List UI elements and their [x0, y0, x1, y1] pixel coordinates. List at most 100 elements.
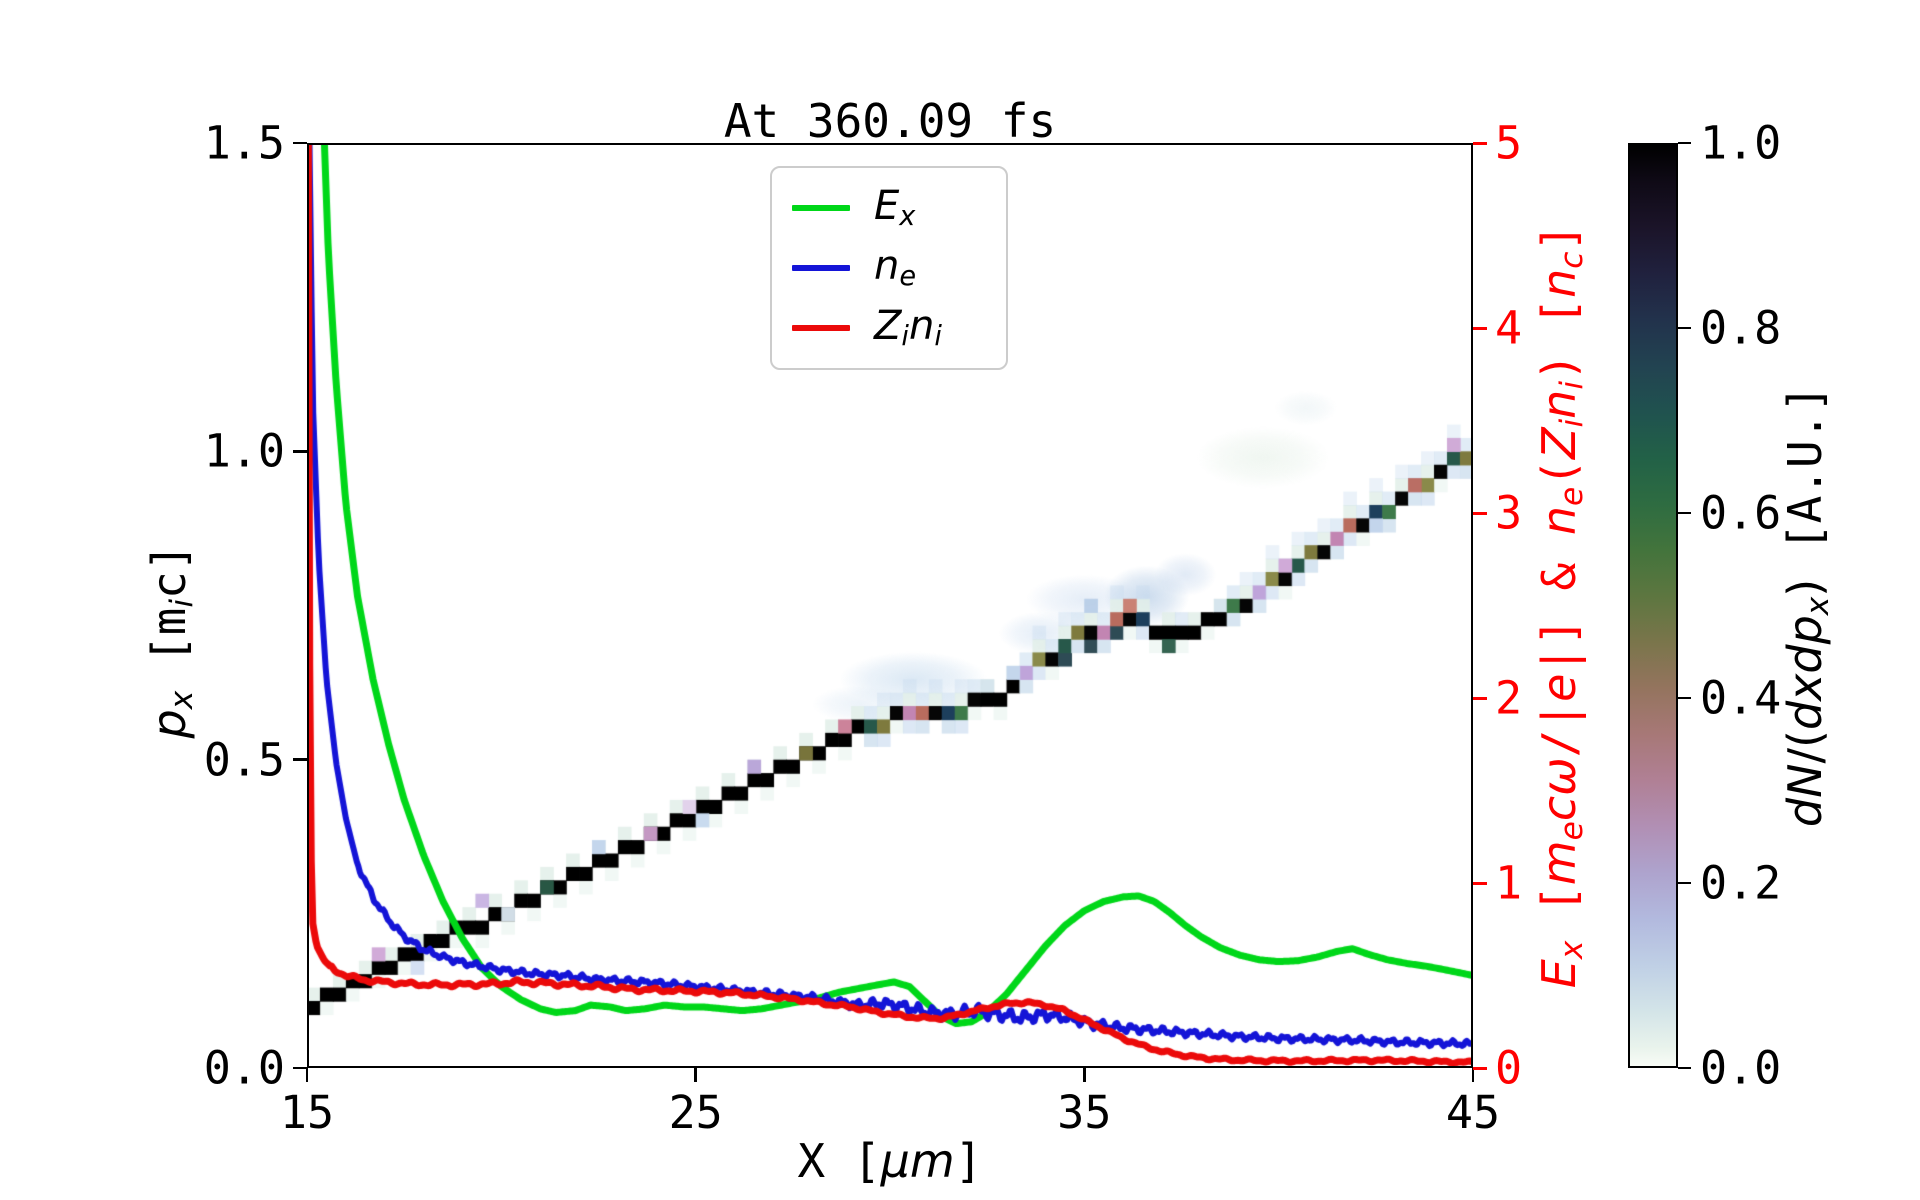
label-part: i: [901, 320, 909, 352]
label-part: ): [1777, 578, 1832, 597]
x-tick-label: 25: [668, 1086, 723, 1139]
x-tick-mark: [694, 1068, 697, 1082]
label-part: i: [163, 598, 200, 608]
right-tick-mark: [1473, 141, 1487, 145]
label-part: p: [1777, 614, 1832, 644]
legend-entry-ne: ne: [792, 246, 986, 290]
right-tick-mark: [1473, 511, 1487, 515]
colorbar-tick-label: 0.4: [1700, 671, 1782, 725]
right-tick-mark: [1473, 1066, 1487, 1070]
x-tick-label: 35: [1057, 1086, 1112, 1139]
label-part: x: [1799, 596, 1836, 615]
label-part: d: [1777, 643, 1832, 674]
label-part: d: [1777, 700, 1832, 730]
label-part: Z: [1531, 427, 1586, 459]
label-part: ]: [141, 543, 196, 571]
label-part: c: [1553, 251, 1590, 269]
left-tick-mark: [293, 1066, 307, 1070]
colorbar-tick-mark: [1678, 696, 1691, 700]
colorbar-tick-label: 0.6: [1700, 486, 1782, 540]
legend-entry-zini: Zini: [792, 306, 986, 350]
label-part: n: [908, 302, 935, 349]
colorbar: [1628, 143, 1678, 1068]
colorbar-tick-mark: [1678, 1066, 1691, 1070]
left-tick-label: 1.5: [203, 116, 285, 170]
label-part: x: [163, 690, 200, 709]
colorbar-tick-label: 1.0: [1700, 116, 1782, 170]
label-part: p: [141, 708, 196, 738]
legend: Ex ne Zini: [770, 166, 1008, 370]
left-tick-mark: [293, 758, 307, 761]
right-tick-label: 2: [1495, 671, 1523, 725]
colorbar-label: dN/(dxdpx) [A.U.]: [1778, 384, 1836, 826]
legend-label: Ex: [874, 186, 915, 230]
left-tick-mark: [293, 141, 307, 145]
legend-entry-ex: Ex: [792, 186, 986, 230]
label-part: e: [1553, 486, 1590, 506]
label-part: c: [141, 570, 196, 599]
label-part: ): [1531, 352, 1586, 381]
label-part: d: [1777, 797, 1832, 827]
label-part: ω: [1531, 756, 1586, 796]
colorbar-tick-label: 0.2: [1700, 856, 1782, 910]
label-part: [: [1531, 297, 1586, 353]
label-part: ]: [1531, 223, 1586, 252]
label-part: [: [852, 1134, 881, 1188]
x-tick-label: 15: [279, 1086, 335, 1139]
label-part: |]: [1531, 617, 1586, 674]
plot-title: At 360.09 fs: [723, 94, 1057, 148]
label-part: [: [141, 634, 196, 691]
label-part: /|: [1531, 701, 1586, 757]
colorbar-tick-mark: [1678, 141, 1691, 145]
label-part: c: [1531, 795, 1586, 821]
right-axis-label: Ex [mecω/|e|] & ne(Zini) [nc]: [1532, 223, 1590, 987]
legend-line-swatch: [792, 264, 850, 271]
colorbar-tick-label: 0.0: [1700, 1041, 1782, 1095]
colorbar-tick-mark: [1678, 511, 1691, 515]
label-part: i: [934, 320, 942, 352]
label-part: Z: [874, 302, 902, 349]
x-tick-label: 45: [1445, 1086, 1501, 1139]
legend-line-swatch: [792, 324, 850, 331]
label-part: /(: [1777, 729, 1832, 764]
label-part: μ: [880, 1134, 910, 1188]
colorbar-tick-mark: [1678, 326, 1691, 330]
right-tick-label: 1: [1495, 856, 1523, 910]
label-part: x: [1553, 940, 1590, 959]
x-tick-mark: [1471, 1068, 1475, 1082]
x-tick-mark: [1083, 1068, 1086, 1082]
legend-label: ne: [874, 246, 916, 290]
x-tick-mark: [305, 1068, 309, 1082]
colorbar-tick-label: 0.8: [1700, 301, 1782, 355]
label-part: &: [1531, 534, 1586, 618]
label-part: X: [797, 1134, 853, 1188]
left-axis-label: px [mic]: [142, 543, 200, 738]
label-part: [A.U.]: [1777, 384, 1832, 579]
label-part: m: [141, 607, 196, 635]
label-part: n: [1531, 389, 1586, 419]
label-part: i: [1553, 418, 1590, 427]
right-tick-label: 3: [1495, 486, 1523, 540]
label-part: x: [899, 200, 916, 232]
label-part: [: [1531, 884, 1586, 941]
label-part: n: [874, 242, 900, 289]
left-tick-label: 0.5: [203, 733, 285, 787]
label-part: (: [1531, 458, 1586, 487]
legend-line-swatch: [792, 204, 850, 211]
label-part: x: [1777, 673, 1832, 701]
right-tick-label: 4: [1495, 301, 1523, 355]
label-part: N: [1777, 763, 1832, 798]
right-tick-mark: [1473, 881, 1487, 885]
label-part: e: [1531, 673, 1586, 702]
label-part: E: [874, 182, 900, 229]
left-tick-label: 0.0: [203, 1041, 285, 1095]
label-part: e: [1553, 820, 1590, 840]
left-tick-mark: [293, 450, 307, 453]
x-axis-label: X [μm]: [798, 1138, 983, 1184]
label-part: ]: [954, 1134, 983, 1188]
right-tick-mark: [1473, 696, 1487, 700]
left-tick-label: 1.0: [203, 424, 285, 478]
label-part: m: [909, 1134, 955, 1188]
label-part: i: [1553, 380, 1590, 390]
